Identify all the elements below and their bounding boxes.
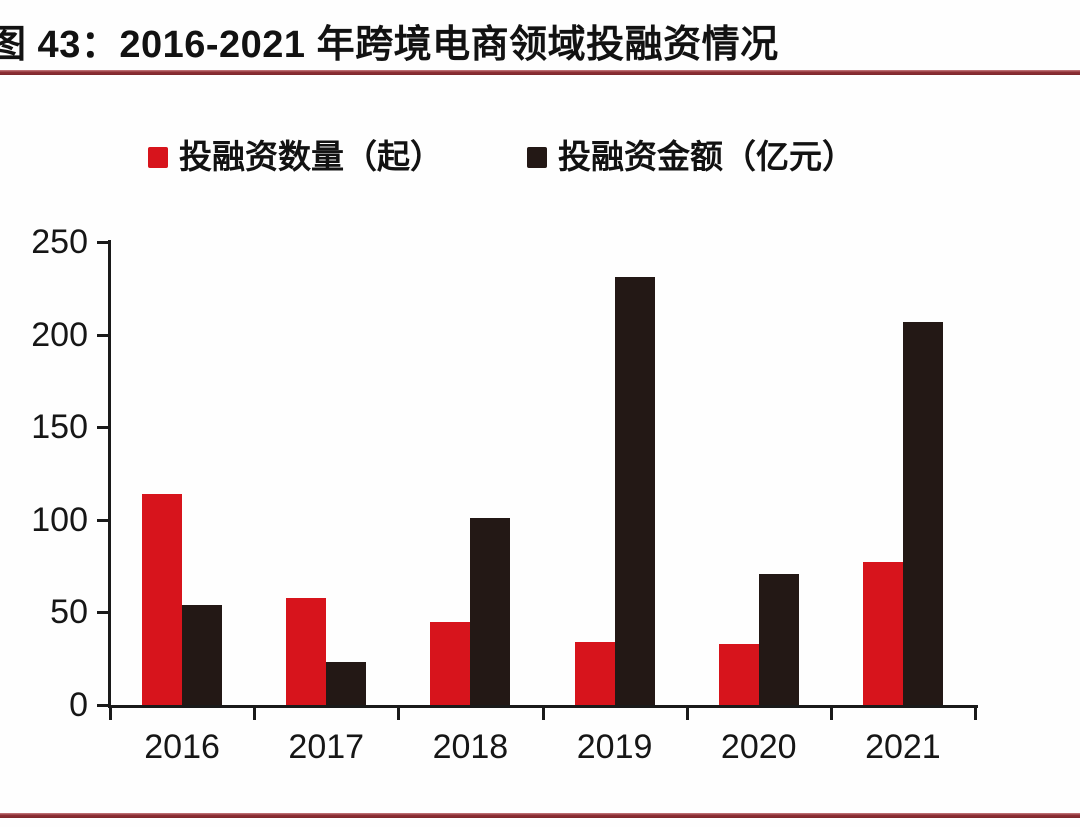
bar-amount-2021 [902,322,943,705]
figure-title: 图 43：2016-2021 年跨境电商领域投融资情况 [0,24,779,66]
y-tick-mark [97,518,110,522]
legend-swatch-red [148,146,168,168]
bottom-rule [0,813,1080,818]
bar-count-2017 [286,598,327,705]
bar-count-2021 [862,562,903,705]
y-tick-label: 50 [50,593,88,632]
x-axis-label: 2021 [865,728,941,766]
bar-amount-2018 [470,518,511,705]
x-axis-label: 2018 [432,728,509,766]
y-tick-label: 100 [31,500,88,539]
y-tick-mark [97,333,110,337]
y-tick-label: 250 [31,223,88,261]
legend-label-count: 投融资数量（起） [179,138,443,175]
legend-label-amount: 投融资金额（亿元） [558,138,855,175]
x-tick-mark [685,706,689,720]
title-underline-rule [0,70,1080,75]
x-tick-mark [829,706,833,720]
bar-count-2020 [718,644,759,705]
x-tick-mark [109,706,112,720]
y-tick-mark [97,704,110,707]
bar-amount-2017 [326,662,367,705]
y-tick-mark [97,426,110,430]
x-axis-label: 2019 [576,728,653,766]
y-tick-label: 0 [69,686,88,724]
y-tick-mark [97,611,110,615]
bar-count-2016 [142,494,183,705]
bar-amount-2016 [182,605,223,705]
legend-item-amount: 投融资金额（亿元） [527,136,855,178]
x-axis-label: 2016 [144,728,220,766]
x-tick-mark [541,706,545,720]
x-tick-mark [253,706,257,720]
x-tick-mark [397,706,401,720]
y-tick-mark [97,241,110,244]
x-tick-mark [974,706,977,720]
bar-count-2018 [430,622,471,705]
bar-amount-2019 [614,277,655,705]
y-tick-label: 150 [31,408,88,447]
bar-count-2019 [574,642,615,705]
y-tick-label: 200 [31,315,88,354]
legend-item-count: 投融资数量（起） [148,136,443,178]
x-axis-label: 2020 [720,728,797,766]
x-axis-label: 2017 [288,728,365,766]
legend-swatch-black [527,146,547,168]
bar-amount-2020 [758,574,799,705]
y-axis-line [108,240,111,708]
